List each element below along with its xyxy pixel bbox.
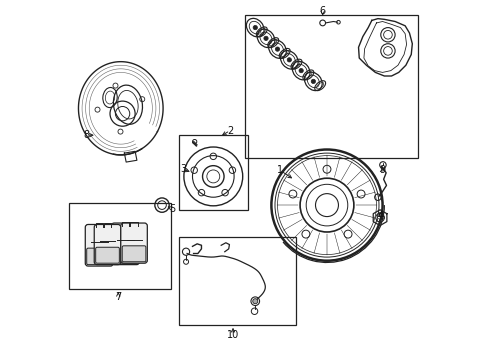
Circle shape	[253, 26, 257, 30]
FancyBboxPatch shape	[85, 225, 113, 266]
Circle shape	[298, 68, 303, 73]
FancyBboxPatch shape	[122, 246, 145, 262]
Text: 1: 1	[276, 165, 282, 175]
Text: 10: 10	[226, 330, 239, 340]
Text: 2: 2	[226, 126, 233, 135]
Bar	[69, 203, 171, 289]
Text: 5: 5	[168, 204, 175, 214]
Circle shape	[286, 58, 291, 62]
Circle shape	[264, 36, 267, 41]
Text: 6: 6	[319, 6, 325, 17]
Bar	[179, 135, 247, 211]
Text: 3: 3	[180, 164, 186, 174]
Circle shape	[275, 47, 279, 51]
Text: 4: 4	[377, 211, 383, 221]
FancyBboxPatch shape	[86, 248, 112, 265]
Circle shape	[252, 299, 257, 304]
FancyBboxPatch shape	[113, 247, 138, 263]
FancyBboxPatch shape	[121, 223, 147, 263]
Circle shape	[310, 79, 315, 84]
FancyBboxPatch shape	[94, 225, 121, 265]
Text: 8: 8	[83, 130, 90, 140]
Text: 9: 9	[379, 165, 385, 175]
FancyBboxPatch shape	[96, 247, 119, 263]
Bar	[179, 237, 296, 325]
Bar	[244, 15, 418, 158]
Text: 7: 7	[115, 292, 121, 302]
FancyBboxPatch shape	[111, 223, 139, 265]
